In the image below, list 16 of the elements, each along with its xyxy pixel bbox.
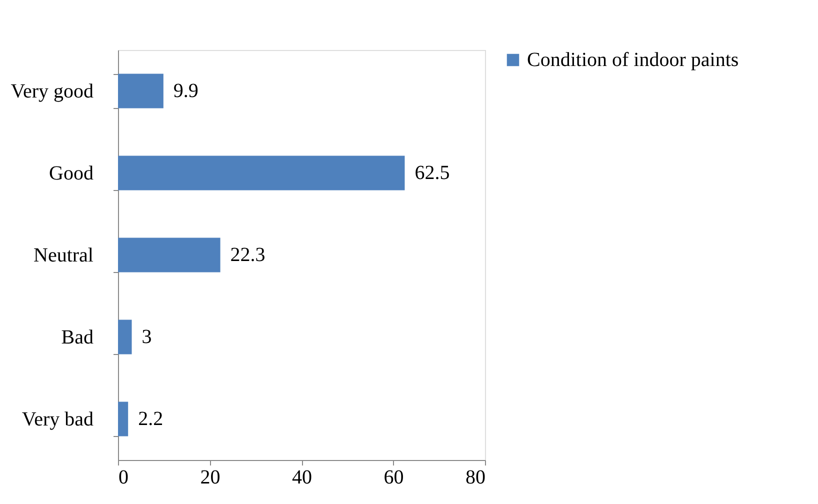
- data-label: 22.3: [230, 244, 266, 266]
- data-label: 9.9: [173, 80, 198, 102]
- y-tick-label: Very bad: [22, 408, 94, 430]
- y-tick-label: Very good: [10, 80, 94, 102]
- x-tick-label: 60: [384, 466, 404, 488]
- x-tick-label: 0: [118, 466, 128, 488]
- y-tick-label: Bad: [61, 326, 94, 348]
- data-label: 2.2: [138, 408, 164, 430]
- x-tick-label: 40: [292, 466, 312, 488]
- data-label: 62.5: [414, 162, 450, 184]
- y-tick-label: Neutral: [34, 244, 94, 266]
- x-tick-label: 80: [466, 466, 486, 488]
- x-tick-label: 20: [200, 466, 220, 488]
- legend-label: Condition of indoor paints: [527, 49, 739, 71]
- y-tick-label: Good: [49, 162, 94, 184]
- data-label: 3: [142, 326, 152, 348]
